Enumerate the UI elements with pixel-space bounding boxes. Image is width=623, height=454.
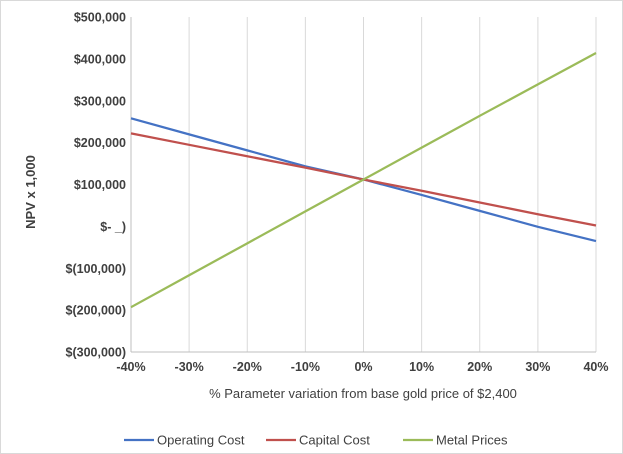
y-axis-title: NPV x 1,000 — [23, 155, 38, 229]
x-tick-label: 0% — [354, 360, 372, 374]
x-tick-label: 10% — [409, 360, 434, 374]
x-tick-label: -40% — [116, 360, 145, 374]
series-line-metal-prices — [130, 52, 597, 309]
x-tick-label: -30% — [175, 360, 204, 374]
y-tick-label: $(100,000) — [66, 262, 126, 276]
x-axis-title: % Parameter variation from base gold pri… — [209, 386, 517, 401]
legend: Operating Cost Capital Cost Metal Prices — [124, 433, 508, 448]
y-tick-label: $300,000 — [74, 94, 126, 108]
y-tick-label: $100,000 — [74, 178, 126, 192]
legend-label-operating-cost: Operating Cost — [157, 433, 245, 448]
y-tick-label: $- _) — [100, 220, 126, 234]
x-tick-label: -20% — [233, 360, 262, 374]
x-tick-label: -10% — [291, 360, 320, 374]
legend-label-metal-prices: Metal Prices — [436, 433, 508, 448]
x-tick-label: 20% — [467, 360, 492, 374]
y-tick-label: $400,000 — [74, 52, 126, 66]
y-tick-label: $500,000 — [74, 11, 126, 25]
y-tick-label: $200,000 — [74, 136, 126, 150]
legend-label-capital-cost: Capital Cost — [299, 433, 370, 448]
x-tick-label: 30% — [525, 360, 550, 374]
y-tick-label: $(300,000) — [66, 346, 126, 360]
y-tick-label: $(200,000) — [66, 304, 126, 318]
x-tick-label: 40% — [583, 360, 608, 374]
